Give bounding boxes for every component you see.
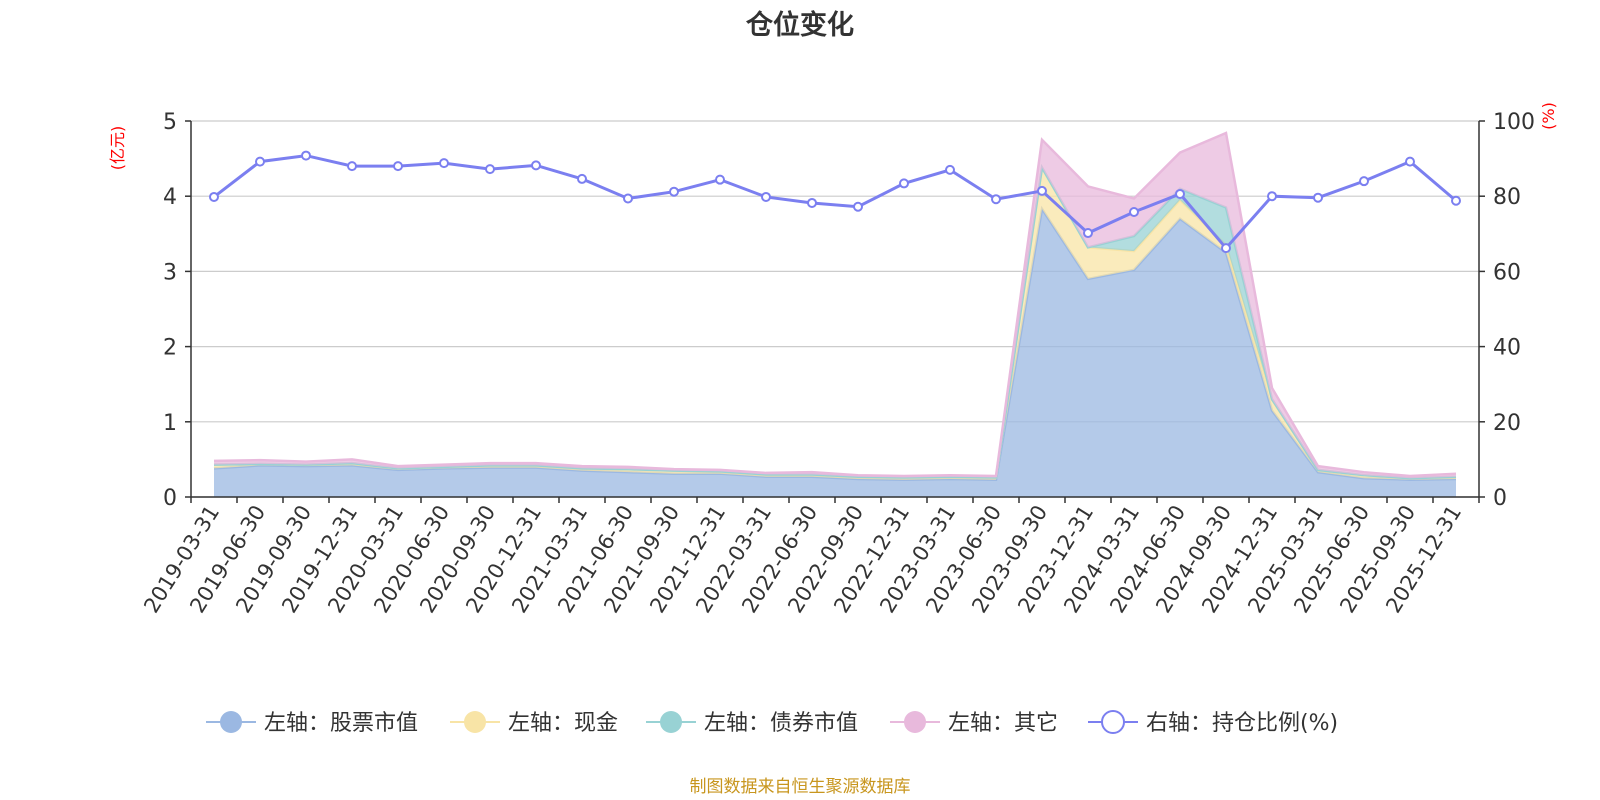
right-axis-tick-label: 0 (1493, 486, 1507, 511)
left-axis-tick-label: 3 (163, 260, 177, 285)
ratio-point (439, 158, 449, 169)
legend-label-0: 左轴：股票市值 (264, 711, 418, 736)
ratio-line-path (213, 154, 1457, 251)
ratio-point (255, 156, 265, 167)
ratio-point (853, 201, 863, 212)
area-1 (214, 167, 1456, 480)
ratio-point (1037, 185, 1047, 196)
legend-marker-2 (660, 711, 682, 733)
ratio-point (1175, 188, 1185, 199)
stacked-areas (213, 131, 1457, 497)
ratio-point (1221, 243, 1231, 254)
legend-marker-0 (220, 711, 242, 733)
axes: 0123450204060801002019-03-312019-06-3020… (139, 110, 1535, 617)
legend-label-1: 左轴：现金 (508, 711, 618, 736)
ratio-point (715, 174, 725, 185)
legend-label-2: 左轴：债券市值 (704, 711, 858, 736)
ratio-point (1129, 206, 1139, 217)
ratio-point (899, 178, 909, 189)
right-axis-unit: (%) (1539, 102, 1558, 130)
holding-ratio-line (209, 150, 1461, 254)
area-edge-3 (213, 131, 1457, 478)
chart-title: 仓位变化 (745, 9, 854, 41)
left-axis-tick-label: 4 (163, 185, 177, 210)
area-0 (214, 208, 1456, 497)
left-axis-tick-label: 1 (163, 411, 177, 436)
ratio-point (807, 197, 817, 208)
ratio-point (531, 160, 541, 171)
left-axis-tick-label: 2 (163, 336, 177, 361)
ratio-point (1359, 176, 1369, 187)
ratio-point (761, 191, 771, 202)
ratio-point (945, 164, 955, 175)
ratio-point (1451, 195, 1461, 206)
ratio-point (1267, 191, 1277, 202)
ratio-point (209, 191, 219, 202)
right-axis-tick-label: 60 (1493, 260, 1521, 285)
legend: 左轴：股票市值 左轴：现金 左轴：债券市值 左轴：其它 右轴：持仓比例(%) (206, 710, 1338, 736)
legend-marker-4 (1101, 710, 1125, 734)
ratio-point (991, 194, 1001, 205)
left-axis-tick-label: 0 (163, 486, 177, 511)
ratio-point (485, 164, 495, 175)
left-axis-unit: (亿元) (108, 126, 127, 171)
ratio-point (347, 161, 357, 172)
ratio-point (577, 173, 587, 184)
right-axis-tick-label: 80 (1493, 185, 1521, 210)
ratio-point (1083, 228, 1093, 239)
right-axis-tick-label: 40 (1493, 336, 1521, 361)
legend-marker-1 (464, 711, 486, 733)
legend-label-4: 右轴：持仓比例(%) (1146, 711, 1338, 736)
ratio-point (301, 150, 311, 161)
area-3 (214, 133, 1456, 479)
ratio-point (1405, 156, 1415, 167)
ratio-point (393, 161, 403, 172)
left-axis-tick-label: 5 (163, 110, 177, 135)
legend-label-3: 左轴：其它 (948, 711, 1058, 736)
right-axis-tick-label: 20 (1493, 411, 1521, 436)
legend-marker-3 (904, 711, 926, 733)
ratio-point (623, 193, 633, 204)
right-axis-tick-label: 100 (1493, 110, 1535, 135)
ratio-point (669, 186, 679, 197)
ratio-point (1313, 192, 1323, 203)
data-source-note: 制图数据来自恒生聚源数据库 (690, 777, 911, 797)
